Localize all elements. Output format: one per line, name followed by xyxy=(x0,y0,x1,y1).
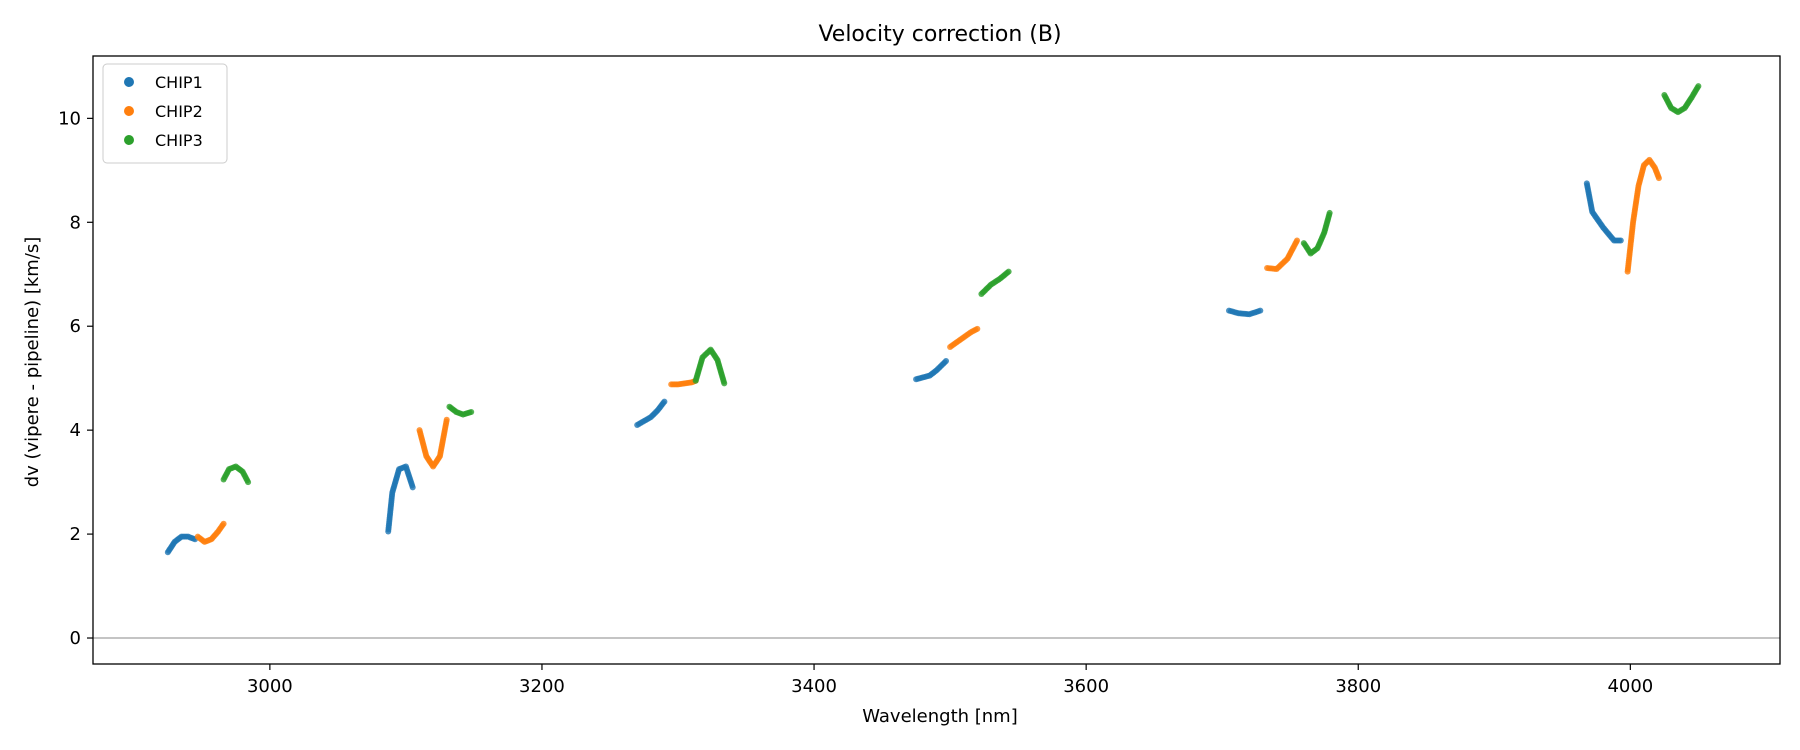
plot-area xyxy=(93,83,1780,639)
data-point xyxy=(1617,237,1624,244)
legend: CHIP1 CHIP2 CHIP3 xyxy=(102,63,228,164)
segment xyxy=(913,358,950,383)
data-point xyxy=(409,484,416,491)
y-tick-label: 4 xyxy=(70,420,81,441)
segment xyxy=(634,398,668,428)
x-tick-label: 3800 xyxy=(1335,676,1381,697)
chart-title: Velocity correction (B) xyxy=(818,22,1061,47)
ticks: 3000 3200 3400 3600 3800 4000 0 2 4 6 8 10 xyxy=(58,108,1653,697)
segment xyxy=(416,416,450,470)
legend-label: CHIP1 xyxy=(155,73,203,92)
legend-label: CHIP2 xyxy=(155,102,203,121)
segment xyxy=(1624,156,1662,275)
series-chip3 xyxy=(220,83,1702,486)
y-tick-label: 2 xyxy=(70,524,81,545)
segment xyxy=(1661,83,1702,116)
x-tick-label: 3600 xyxy=(1063,676,1109,697)
data-point xyxy=(220,520,227,527)
series-chip1 xyxy=(164,180,1624,556)
segment xyxy=(1583,180,1624,244)
data-point xyxy=(1695,83,1702,90)
y-tick-label: 10 xyxy=(58,108,81,129)
legend-marker xyxy=(124,77,134,87)
segment xyxy=(385,463,416,535)
data-point xyxy=(974,325,981,332)
data-point xyxy=(721,380,728,387)
legend-marker xyxy=(124,135,134,145)
data-point xyxy=(1257,307,1264,314)
segment xyxy=(978,268,1012,298)
y-axis-label: dv (vipere - pipeline) [km/s] xyxy=(22,237,43,488)
legend-frame xyxy=(102,63,228,164)
segment xyxy=(164,533,199,556)
data-point xyxy=(468,408,475,415)
legend-marker xyxy=(124,106,134,116)
data-point xyxy=(661,398,668,405)
data-point xyxy=(1294,237,1301,244)
segment xyxy=(1264,237,1301,273)
data-point xyxy=(943,358,950,365)
x-tick-label: 4000 xyxy=(1607,676,1653,697)
segment xyxy=(194,520,227,545)
data-point xyxy=(443,416,450,423)
data-point xyxy=(245,479,252,486)
legend-label: CHIP3 xyxy=(155,131,203,150)
axes-frame xyxy=(92,55,1781,665)
y-tick-label: 0 xyxy=(70,628,81,649)
data-point xyxy=(1005,268,1012,275)
x-tick-label: 3000 xyxy=(247,676,293,697)
segment xyxy=(1226,307,1264,318)
y-tick-label: 8 xyxy=(70,212,81,233)
data-point xyxy=(1326,209,1333,216)
x-tick-label: 3400 xyxy=(791,676,837,697)
segment xyxy=(1300,209,1333,257)
segment xyxy=(692,346,728,387)
y-tick-label: 6 xyxy=(70,316,81,337)
x-tick-label: 3200 xyxy=(519,676,565,697)
data-point xyxy=(1655,175,1662,182)
segment xyxy=(947,325,981,351)
segment xyxy=(446,403,475,418)
x-axis-label: Wavelength [nm] xyxy=(862,706,1018,727)
segment xyxy=(220,463,252,486)
